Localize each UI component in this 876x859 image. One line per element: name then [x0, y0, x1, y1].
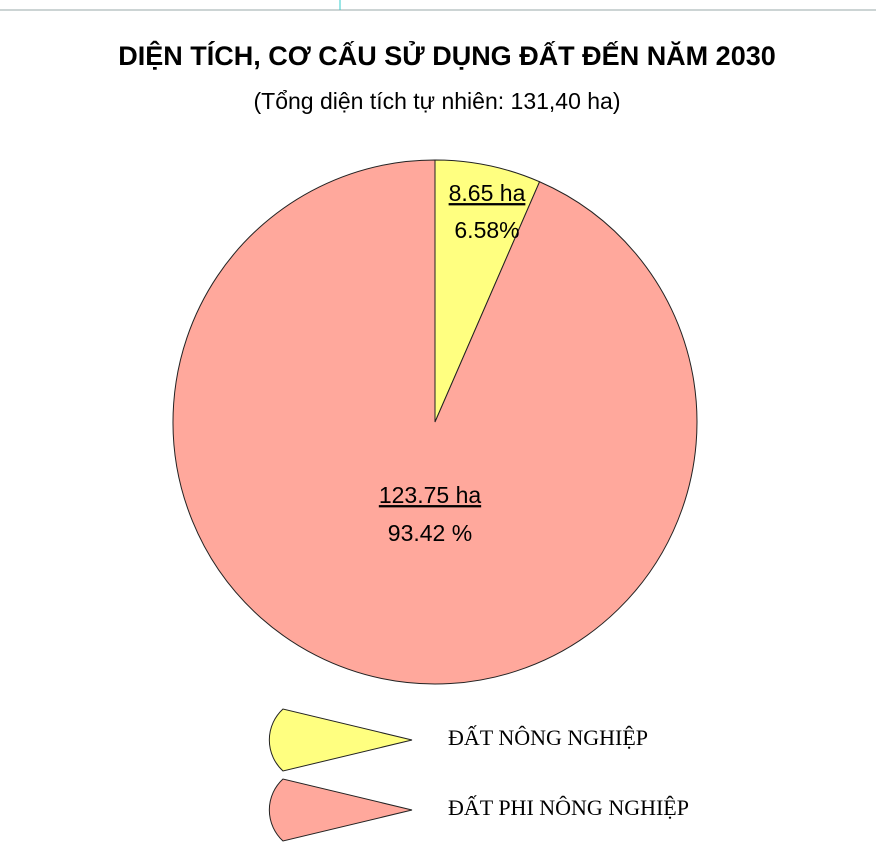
legend-swatch	[268, 708, 413, 772]
value-label: 123.75 ha	[379, 482, 482, 508]
pie-slice	[172, 159, 698, 685]
legend-label: ĐẤT PHI NÔNG NGHIỆP	[448, 795, 689, 820]
legend-swatch	[268, 778, 413, 842]
percent-label: 6.58%	[454, 217, 519, 243]
percent-label: 93.42 %	[388, 520, 472, 546]
chart-subtitle: (Tổng diện tích tự nhiên: 131,40 ha)	[253, 88, 620, 114]
legend-label: ĐẤT NÔNG NGHIỆP	[448, 725, 648, 750]
value-label: 8.65 ha	[449, 180, 526, 206]
chart-title: DIỆN TÍCH, CƠ CẤU SỬ DỤNG ĐẤT ĐẾN NĂM 20…	[118, 39, 776, 71]
